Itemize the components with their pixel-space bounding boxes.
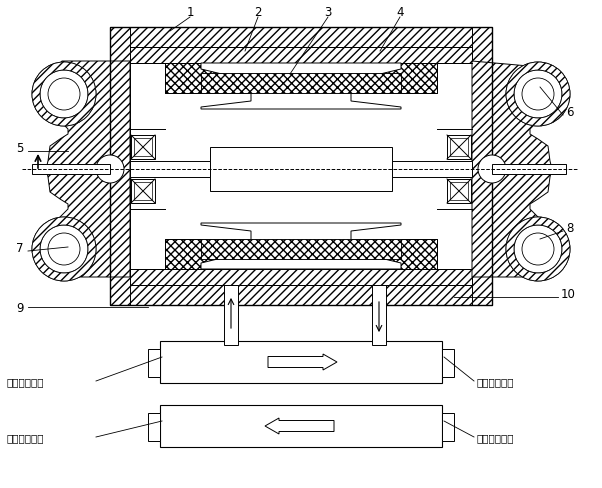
FancyArrow shape xyxy=(265,418,334,434)
Bar xyxy=(210,148,392,192)
Bar xyxy=(160,341,442,383)
Circle shape xyxy=(522,79,554,111)
FancyArrow shape xyxy=(268,354,337,370)
Bar xyxy=(130,269,472,285)
Polygon shape xyxy=(201,64,401,110)
Bar xyxy=(450,139,468,157)
Text: 一级压缩进气: 一级压缩进气 xyxy=(6,376,43,386)
Bar xyxy=(130,48,472,64)
Bar xyxy=(165,240,437,269)
Bar xyxy=(110,28,492,48)
Bar xyxy=(165,240,437,269)
Bar xyxy=(134,139,152,157)
Circle shape xyxy=(40,225,88,273)
Bar xyxy=(450,183,468,201)
Text: 一级压缩出气: 一级压缩出气 xyxy=(476,376,514,386)
Bar xyxy=(131,136,155,160)
Bar xyxy=(165,64,437,94)
Bar xyxy=(134,183,152,201)
Bar xyxy=(201,74,401,94)
Bar xyxy=(201,240,401,260)
Polygon shape xyxy=(472,62,552,278)
Text: 4: 4 xyxy=(396,5,404,19)
Bar xyxy=(110,28,492,305)
Circle shape xyxy=(32,63,96,127)
Circle shape xyxy=(478,156,506,183)
Bar xyxy=(32,164,110,175)
Circle shape xyxy=(48,234,80,265)
Circle shape xyxy=(506,63,570,127)
Bar xyxy=(442,349,454,377)
Bar xyxy=(442,413,454,441)
Circle shape xyxy=(514,225,562,273)
Bar xyxy=(447,180,471,203)
Circle shape xyxy=(506,218,570,282)
Wedge shape xyxy=(32,63,96,127)
Bar xyxy=(201,240,401,260)
Circle shape xyxy=(48,79,80,111)
Bar xyxy=(201,74,401,94)
Polygon shape xyxy=(201,224,401,269)
Bar xyxy=(165,64,437,94)
Bar xyxy=(148,413,160,441)
Polygon shape xyxy=(46,62,130,278)
Wedge shape xyxy=(506,63,570,127)
Bar xyxy=(110,285,492,305)
Bar xyxy=(110,28,130,305)
Circle shape xyxy=(32,218,96,282)
Circle shape xyxy=(40,71,88,119)
Wedge shape xyxy=(506,218,570,282)
Text: 10: 10 xyxy=(560,288,576,301)
Text: 二级压缩进气: 二级压缩进气 xyxy=(476,432,514,442)
Bar xyxy=(472,28,492,305)
Bar xyxy=(447,136,471,160)
Circle shape xyxy=(514,71,562,119)
Bar xyxy=(130,162,210,178)
Text: 5: 5 xyxy=(16,141,23,154)
Text: 二级压缩出气: 二级压缩出气 xyxy=(6,432,43,442)
Text: 7: 7 xyxy=(16,241,23,254)
Bar xyxy=(492,164,566,175)
Bar xyxy=(392,162,472,178)
Wedge shape xyxy=(32,218,96,282)
Text: 1: 1 xyxy=(186,5,194,19)
Bar xyxy=(224,285,238,346)
Text: 8: 8 xyxy=(566,221,574,234)
Bar xyxy=(148,349,160,377)
Text: 2: 2 xyxy=(254,5,262,19)
Circle shape xyxy=(96,156,124,183)
Bar xyxy=(372,285,386,346)
Bar xyxy=(131,180,155,203)
Text: 3: 3 xyxy=(324,5,332,19)
Bar xyxy=(160,405,442,447)
Circle shape xyxy=(522,234,554,265)
Text: 9: 9 xyxy=(16,301,23,314)
Text: 6: 6 xyxy=(566,105,574,118)
